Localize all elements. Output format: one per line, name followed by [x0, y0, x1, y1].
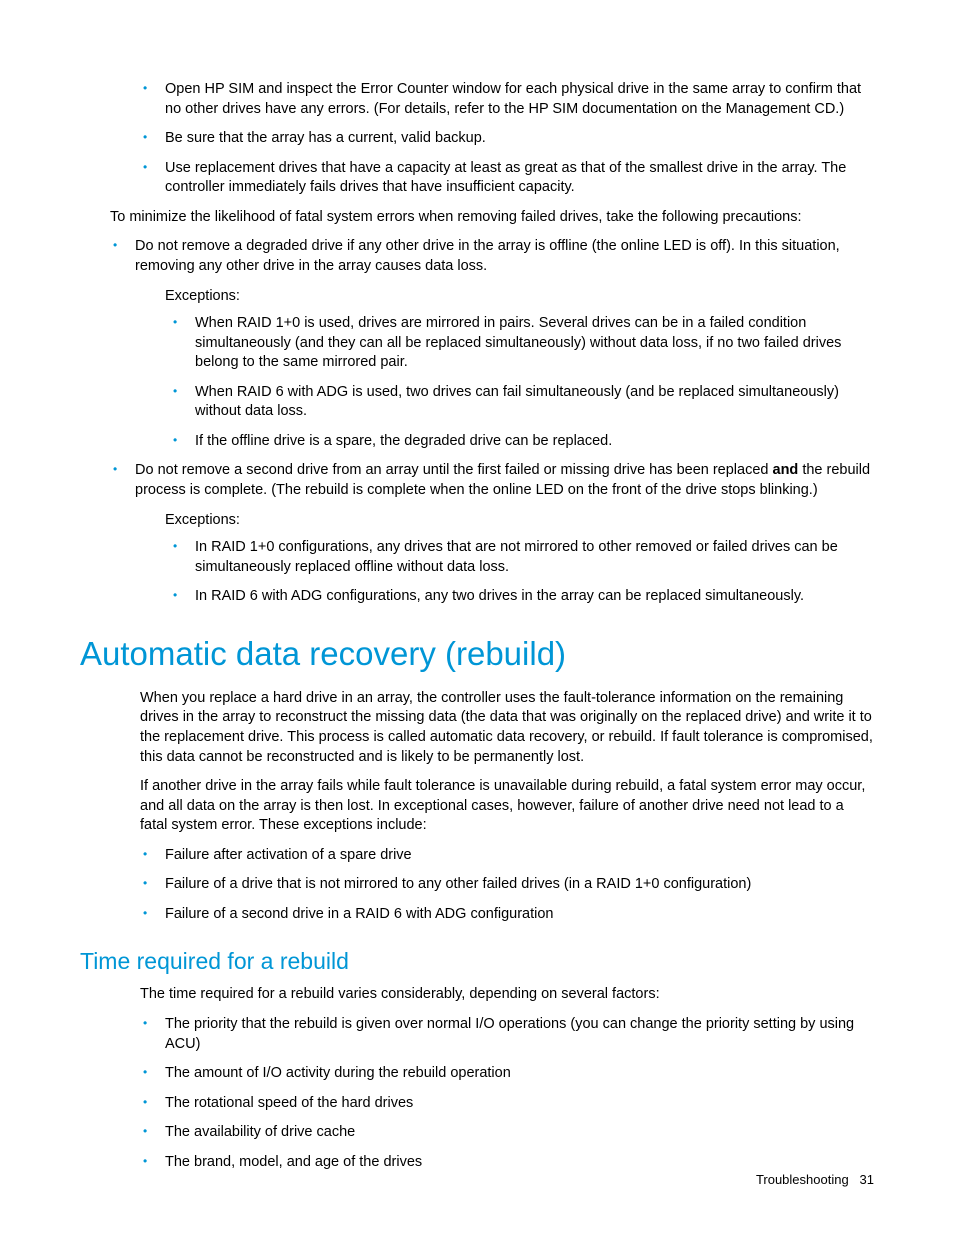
list-item: Do not remove a second drive from an arr…	[135, 461, 874, 606]
paragraph: To minimize the likelihood of fatal syst…	[110, 208, 874, 228]
list-item: The priority that the rebuild is given o…	[165, 1015, 874, 1054]
list-item: The amount of I/O activity during the re…	[165, 1064, 874, 1084]
list-item: Be sure that the array has a current, va…	[165, 129, 874, 149]
paragraph: When you replace a hard drive in an arra…	[140, 689, 874, 767]
subsection-heading: Time required for a rebuild	[80, 948, 874, 975]
list-item: When RAID 1+0 is used, drives are mirror…	[195, 314, 874, 373]
list-item: Failure of a second drive in a RAID 6 wi…	[165, 905, 874, 925]
exceptions-list: In RAID 1+0 configurations, any drives t…	[135, 538, 874, 607]
list-item: The availability of drive cache	[165, 1123, 874, 1143]
list-item: Do not remove a degraded drive if any ot…	[135, 237, 874, 451]
exceptions-label: Exceptions:	[165, 287, 874, 307]
list-item-text-bold: and	[773, 462, 799, 478]
list-item-text-pre: Do not remove a second drive from an arr…	[135, 462, 773, 478]
list-item: In RAID 6 with ADG configurations, any t…	[195, 587, 874, 607]
list-item: Use replacement drives that have a capac…	[165, 159, 874, 198]
list-item: The rotational speed of the hard drives	[165, 1094, 874, 1114]
footer-section: Troubleshooting	[756, 1172, 849, 1187]
list-item: Open HP SIM and inspect the Error Counte…	[165, 80, 874, 119]
paragraph: The time required for a rebuild varies c…	[140, 985, 874, 1005]
list-item: If the offline drive is a spare, the deg…	[195, 432, 874, 452]
exceptions-list: When RAID 1+0 is used, drives are mirror…	[135, 314, 874, 451]
list-item: In RAID 1+0 configurations, any drives t…	[195, 538, 874, 577]
section-heading: Automatic data recovery (rebuild)	[80, 635, 874, 673]
list-item-text: Do not remove a degraded drive if any ot…	[135, 238, 840, 274]
factors-bullet-list: The priority that the rebuild is given o…	[110, 1015, 874, 1172]
page-content: Open HP SIM and inspect the Error Counte…	[0, 0, 954, 1222]
list-item: When RAID 6 with ADG is used, two drives…	[195, 383, 874, 422]
exceptions-label: Exceptions:	[165, 511, 874, 531]
top-bullet-list: Open HP SIM and inspect the Error Counte…	[110, 80, 874, 198]
exceptions-bullet-list: Failure after activation of a spare driv…	[110, 846, 874, 925]
footer-page-number: 31	[860, 1172, 874, 1187]
list-item: Failure of a drive that is not mirrored …	[165, 875, 874, 895]
list-item: The brand, model, and age of the drives	[165, 1153, 874, 1173]
paragraph: If another drive in the array fails whil…	[140, 777, 874, 836]
page-footer: Troubleshooting 31	[756, 1172, 874, 1187]
list-item: Failure after activation of a spare driv…	[165, 846, 874, 866]
precautions-list: Do not remove a degraded drive if any ot…	[110, 237, 874, 606]
